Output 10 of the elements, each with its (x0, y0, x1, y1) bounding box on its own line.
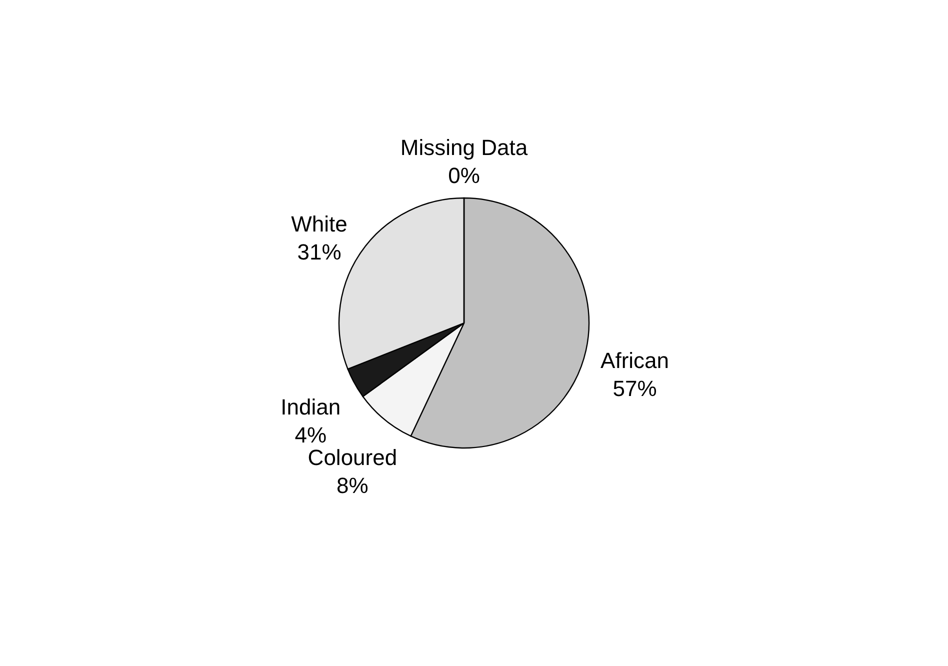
text: 0% (448, 163, 480, 188)
slice-label: White (291, 212, 348, 237)
data-label: 8% (336, 472, 368, 498)
slice-label: Coloured (308, 444, 398, 470)
slice-label: African (600, 348, 670, 374)
data-label: 31% (297, 240, 342, 265)
category-label: Missing Data (400, 135, 528, 160)
data-label: 4% (294, 422, 327, 448)
slice-label: Indian (280, 394, 341, 420)
data-label: 57% (612, 376, 657, 402)
